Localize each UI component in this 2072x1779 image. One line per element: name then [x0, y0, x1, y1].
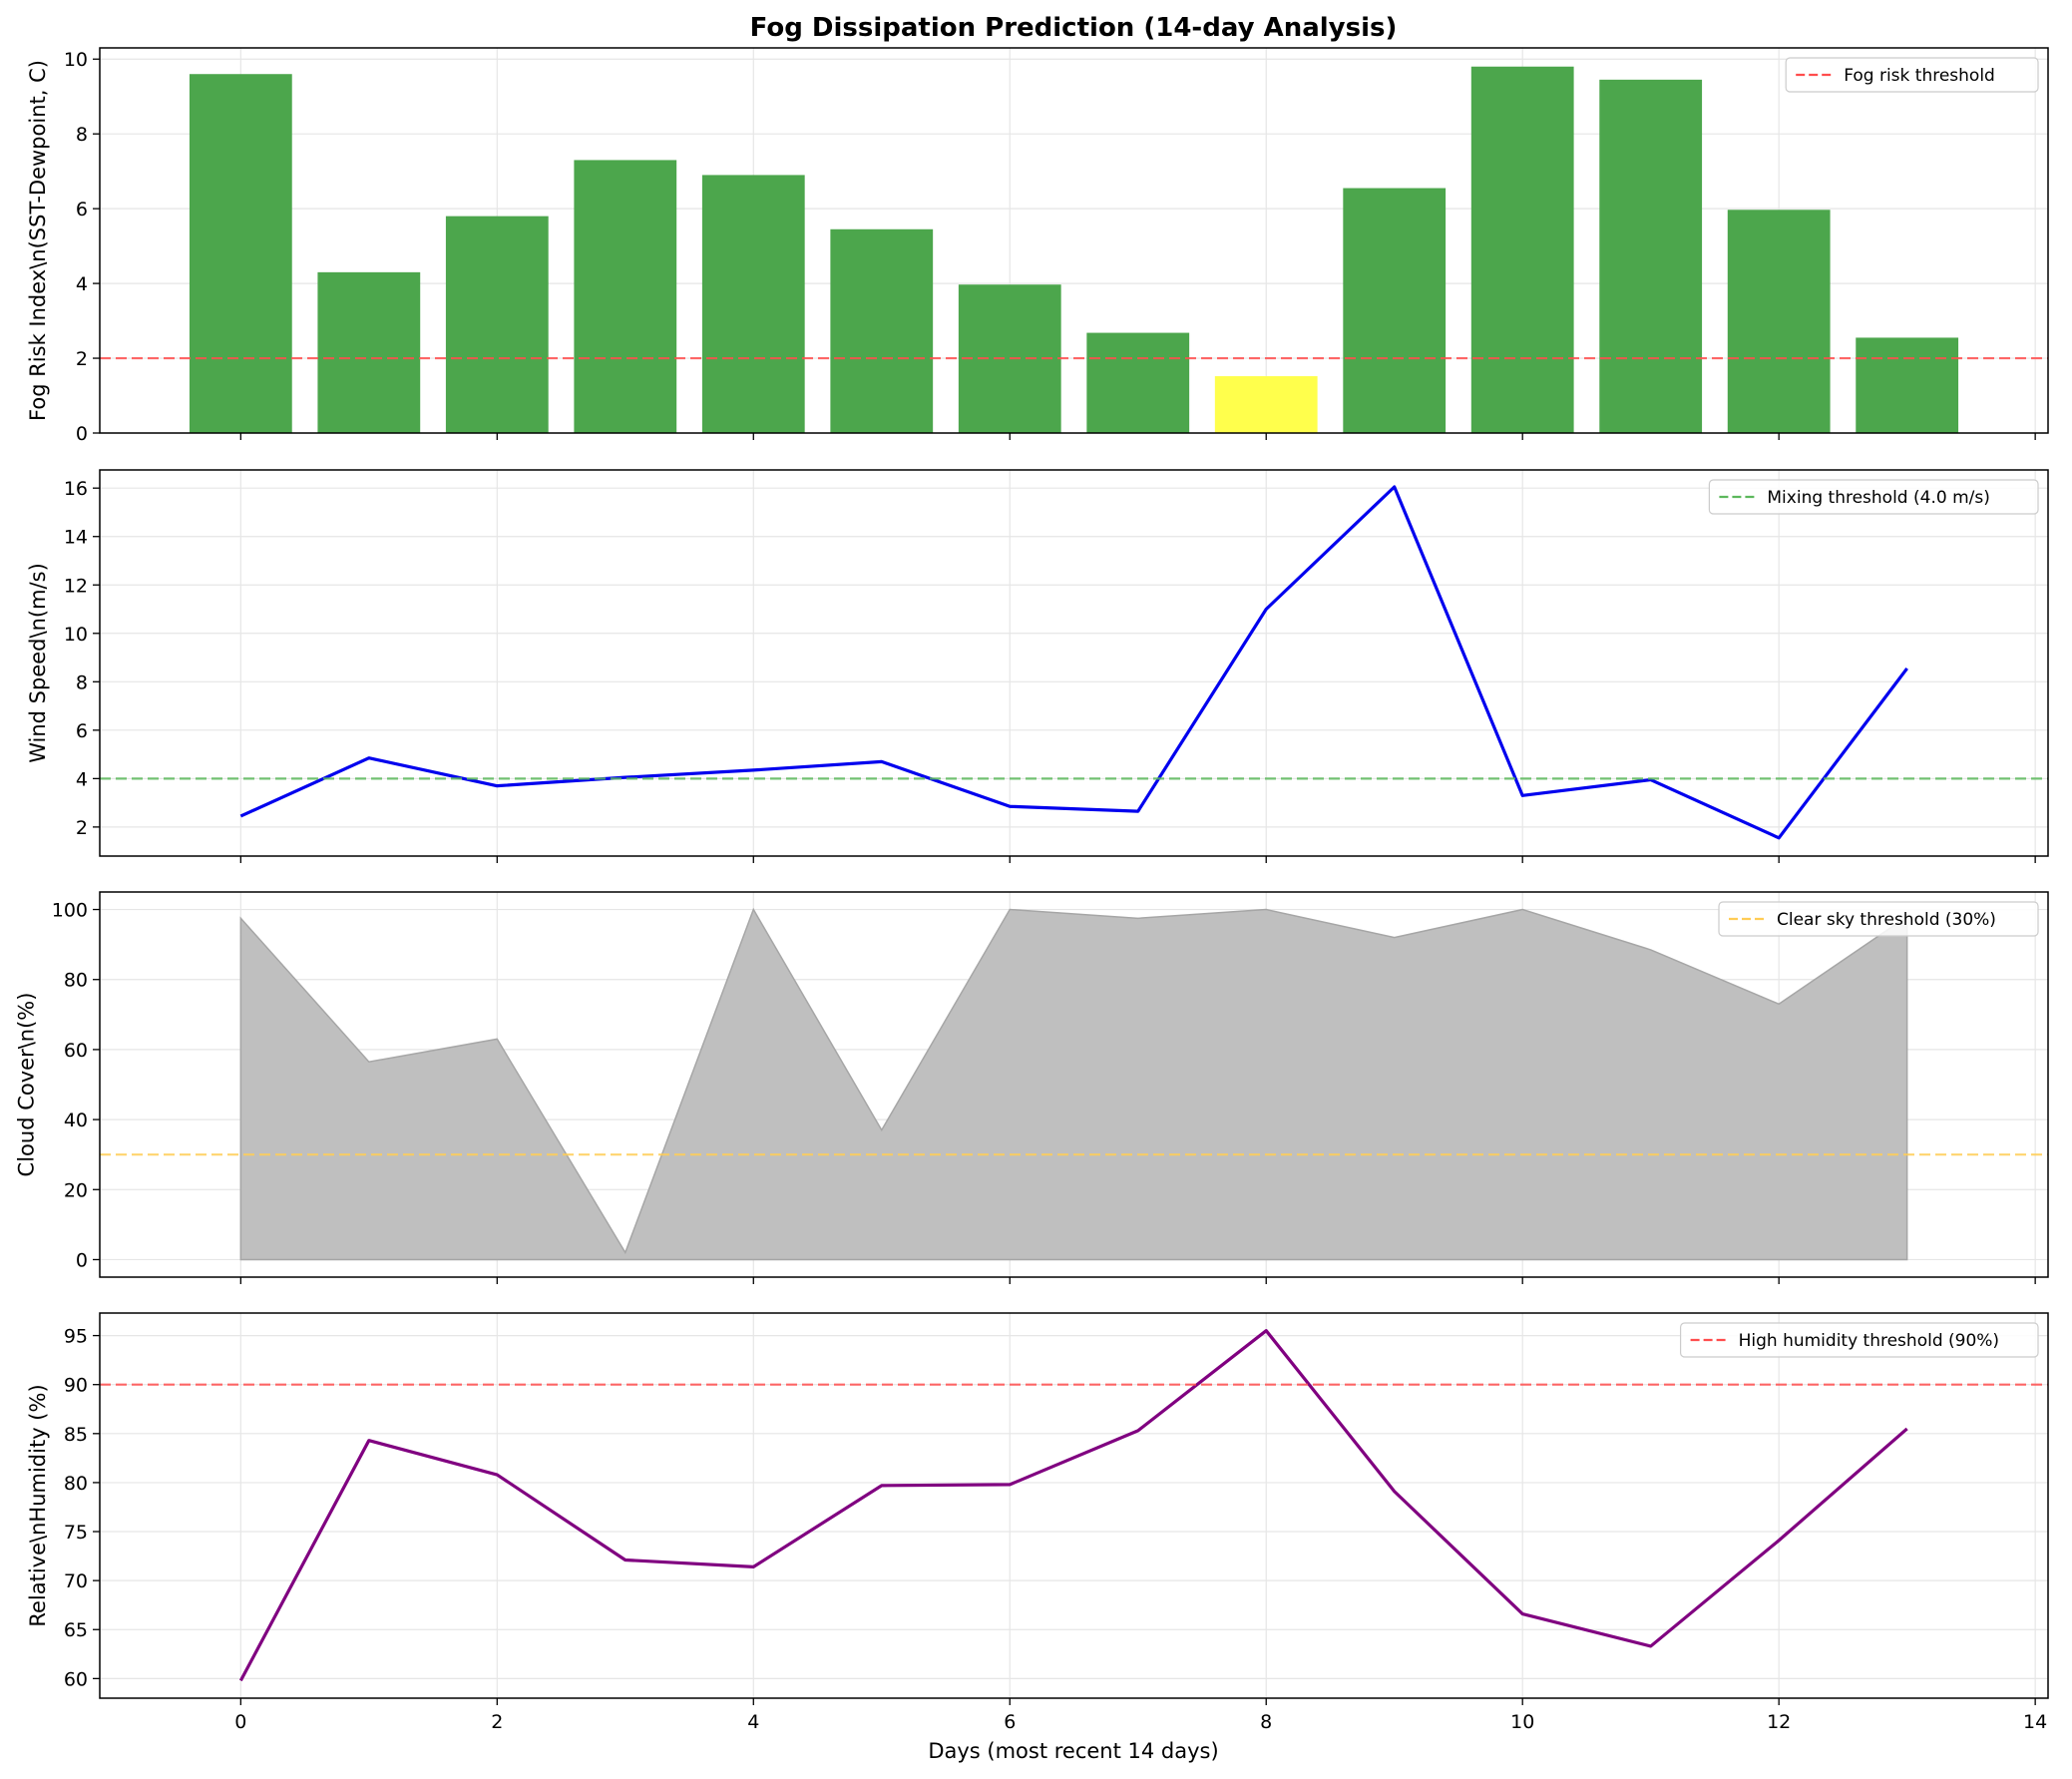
legend: High humidity threshold (90%) [1679, 1322, 2039, 1358]
y-tick-label: 70 [64, 1570, 88, 1592]
bar-day-2 [445, 216, 549, 433]
legend-label: Mixing threshold (4.0 m/s) [1767, 488, 1989, 508]
y-axis-label: Fog Risk Index\n(SST-Dewpoint, C) [26, 60, 50, 421]
y-tick-label: 8 [76, 671, 88, 693]
y-tick-label: 4 [76, 273, 88, 295]
legend: Fog risk threshold [1785, 57, 2039, 93]
x-tick-label: 6 [1004, 1711, 1016, 1733]
y-tick-label: 6 [76, 720, 88, 742]
y-tick-label: 85 [64, 1424, 88, 1446]
series-line-3 [238, 1329, 1908, 1682]
x-tick-label: 12 [1767, 1711, 1791, 1733]
chart-title: Fog Dissipation Prediction (14-day Analy… [750, 13, 1398, 43]
legend-label: Fog risk threshold [1844, 66, 1995, 86]
y-tick-label: 2 [76, 348, 88, 370]
bar-day-3 [574, 160, 677, 433]
legend-label: High humidity threshold (90%) [1739, 1331, 1999, 1351]
legend: Clear sky threshold (30%) [1718, 901, 2039, 937]
panels: 0 2 4 6 8 10 Fog Risk Index\n(SST-Dewpoint, C)… [15, 47, 2049, 1733]
x-tick-label: 10 [1510, 1711, 1534, 1733]
panel-1: 2 4 6 8 10 12 14 16 Wind Speed\n(m/s) Mixing thre… [26, 469, 2049, 863]
y-axis-label: Cloud Cover\n(%) [15, 993, 39, 1177]
bar-day-11 [1599, 79, 1703, 433]
y-tick-label: 80 [64, 1473, 88, 1495]
y-tick-label: 60 [64, 1040, 88, 1062]
bar-day-1 [317, 271, 421, 433]
bar-day-0 [189, 74, 292, 434]
bar-day-10 [1470, 66, 1574, 434]
axes-frame [99, 47, 2049, 434]
bar-day-13 [1856, 337, 1959, 433]
bar-day-8 [1214, 376, 1318, 433]
bar-day-12 [1727, 210, 1831, 433]
axes-frame [99, 891, 2049, 1278]
y-tick-label: 0 [76, 1249, 88, 1271]
y-axis-label: Relative\nHumidity (%) [26, 1384, 50, 1626]
y-tick-label: 12 [64, 575, 88, 597]
y-tick-label: 16 [64, 478, 88, 500]
y-tick-label: 95 [64, 1326, 88, 1348]
y-tick-label: 20 [64, 1179, 88, 1201]
x-tick-label: 0 [234, 1711, 246, 1733]
y-tick-label: 100 [52, 900, 88, 922]
legend-box [1718, 901, 2039, 937]
legend-box [1708, 479, 2039, 515]
legend-box [1785, 57, 2039, 93]
legend: Mixing threshold (4.0 m/s) [1708, 479, 2039, 515]
y-tick-label: 75 [64, 1522, 88, 1544]
y-axis-label: Wind Speed\n(m/s) [26, 563, 50, 763]
axes-frame [99, 1312, 2049, 1699]
y-tick-label: 80 [64, 970, 88, 992]
panel-2: 0 20 40 60 80 100 Cloud Cover\n(%) Clear sky th… [15, 891, 2049, 1284]
series-line-1 [239, 485, 1908, 840]
x-axis-label: Days (most recent 14 days) [928, 1739, 1218, 1763]
y-tick-label: 2 [76, 817, 88, 839]
cloud-cover-area [239, 907, 1908, 1261]
y-tick-label: 65 [64, 1619, 88, 1641]
x-tick-label: 4 [747, 1711, 759, 1733]
x-tick-label: 2 [491, 1711, 503, 1733]
bar-day-4 [701, 175, 805, 433]
legend-box [1679, 1322, 2039, 1358]
x-tick-label: 14 [2023, 1711, 2047, 1733]
y-tick-label: 10 [64, 624, 88, 646]
y-tick-label: 14 [64, 527, 88, 549]
panel-3: 0 2 4 6 8 10 12 14 60 65 70 75 80 85 90 95 Relative\nHum… [26, 1312, 2049, 1733]
bar-day-7 [1086, 332, 1190, 433]
y-tick-label: 10 [64, 49, 88, 71]
legend-label: Clear sky threshold (30%) [1777, 910, 1996, 930]
x-tick-label: 8 [1260, 1711, 1272, 1733]
y-tick-label: 6 [76, 199, 88, 221]
axes-frame [99, 469, 2049, 857]
y-tick-label: 0 [76, 423, 88, 445]
y-tick-label: 8 [76, 124, 88, 146]
y-tick-label: 4 [76, 768, 88, 790]
y-tick-label: 60 [64, 1668, 88, 1690]
y-tick-label: 40 [64, 1110, 88, 1131]
bar-day-5 [830, 228, 934, 433]
bar-day-9 [1343, 188, 1447, 433]
y-tick-label: 90 [64, 1375, 88, 1397]
panel-0: 0 2 4 6 8 10 Fog Risk Index\n(SST-Dewpoint, C)… [26, 47, 2049, 445]
